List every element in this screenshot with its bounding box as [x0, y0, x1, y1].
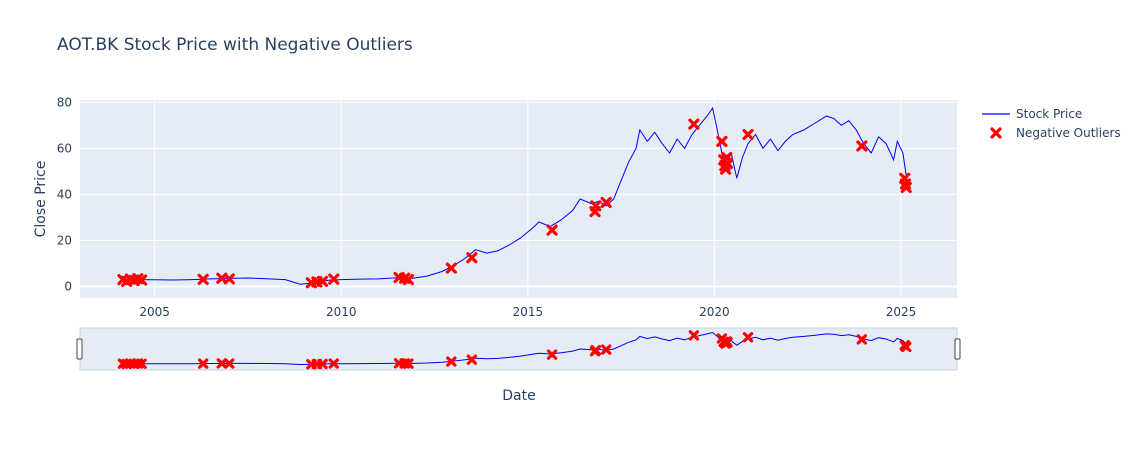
y-gridlines [80, 101, 957, 288]
outlier-marker [856, 140, 868, 152]
outlier-marker [590, 200, 602, 212]
legend-x-swatch [990, 127, 1002, 139]
outlier-marker [600, 196, 612, 209]
x-tick-label: 2005 [139, 305, 170, 319]
legend-item-negative-outliers[interactable]: Negative Outliers [1016, 126, 1121, 140]
x-gridlines [154, 100, 902, 298]
outlier-marker [742, 128, 754, 141]
slider-outlier-marker [328, 358, 339, 369]
range-slider-left-handle[interactable] [76, 338, 83, 360]
slider-outlier-marker [466, 354, 478, 365]
legend: Stock Price Negative Outliers [982, 107, 1121, 140]
outlier-marker [688, 118, 700, 130]
range-slider-outlier-markers [117, 330, 912, 370]
outlier-marker [445, 262, 457, 274]
outlier-marker [223, 273, 235, 285]
legend-item-stock-price[interactable]: Stock Price [1016, 107, 1082, 121]
main-plot-area[interactable] [80, 100, 957, 298]
y-tick-label: 40 [57, 187, 72, 201]
outlier-marker [721, 157, 734, 169]
outlier-marker [716, 135, 728, 148]
slider-outlier-marker [216, 358, 228, 369]
slider-outlier-marker [197, 358, 209, 369]
x-axis-title: Date [502, 388, 535, 404]
outlier-marker [197, 273, 209, 285]
slider-outlier-marker [590, 345, 601, 356]
y-tick-label: 20 [57, 233, 72, 247]
x-tick-labels: 2005 2010 2015 2020 2025 [139, 305, 916, 319]
x-tick-label: 2015 [513, 305, 544, 319]
range-slider-right-handle[interactable] [954, 338, 961, 360]
slider-outlier-marker [601, 344, 612, 355]
y-axis-title: Close Price [33, 161, 49, 238]
outlier-marker [402, 273, 415, 286]
x-tick-label: 2020 [699, 305, 730, 319]
slider-outlier-marker [688, 330, 700, 341]
legend-x-marker [990, 127, 1002, 139]
outlier-marker [546, 224, 558, 236]
y-tick-label: 0 [64, 279, 72, 293]
slider-outlier-marker [546, 349, 558, 360]
outlier-marker [328, 273, 340, 285]
outlier-marker [466, 252, 478, 264]
x-tick-label: 2010 [326, 305, 357, 319]
slider-outlier-marker [742, 332, 754, 343]
range-slider[interactable] [76, 327, 961, 371]
slider-outlier-marker [722, 337, 733, 348]
slider-outlier-marker [136, 358, 147, 369]
y-tick-label: 60 [57, 141, 72, 155]
slider-outlier-marker [446, 356, 457, 367]
y-tick-label: 80 [57, 95, 72, 109]
slider-outlier-marker [317, 358, 328, 370]
stock-price-line [121, 106, 908, 285]
outlier-marker [316, 275, 329, 288]
negative-outlier-markers [117, 118, 912, 289]
slider-outlier-marker [901, 341, 912, 353]
outlier-marker [135, 274, 148, 286]
slider-outlier-marker [403, 358, 414, 369]
slider-outlier-marker [856, 334, 868, 345]
y-tick-labels: 0 20 40 60 80 [57, 95, 72, 293]
slider-outlier-marker [224, 358, 235, 369]
chart-title: AOT.BK Stock Price with Negative Outlier… [57, 35, 413, 55]
range-slider-stock-line [121, 331, 907, 366]
x-tick-label: 2025 [886, 305, 917, 319]
outlier-marker [900, 181, 912, 194]
